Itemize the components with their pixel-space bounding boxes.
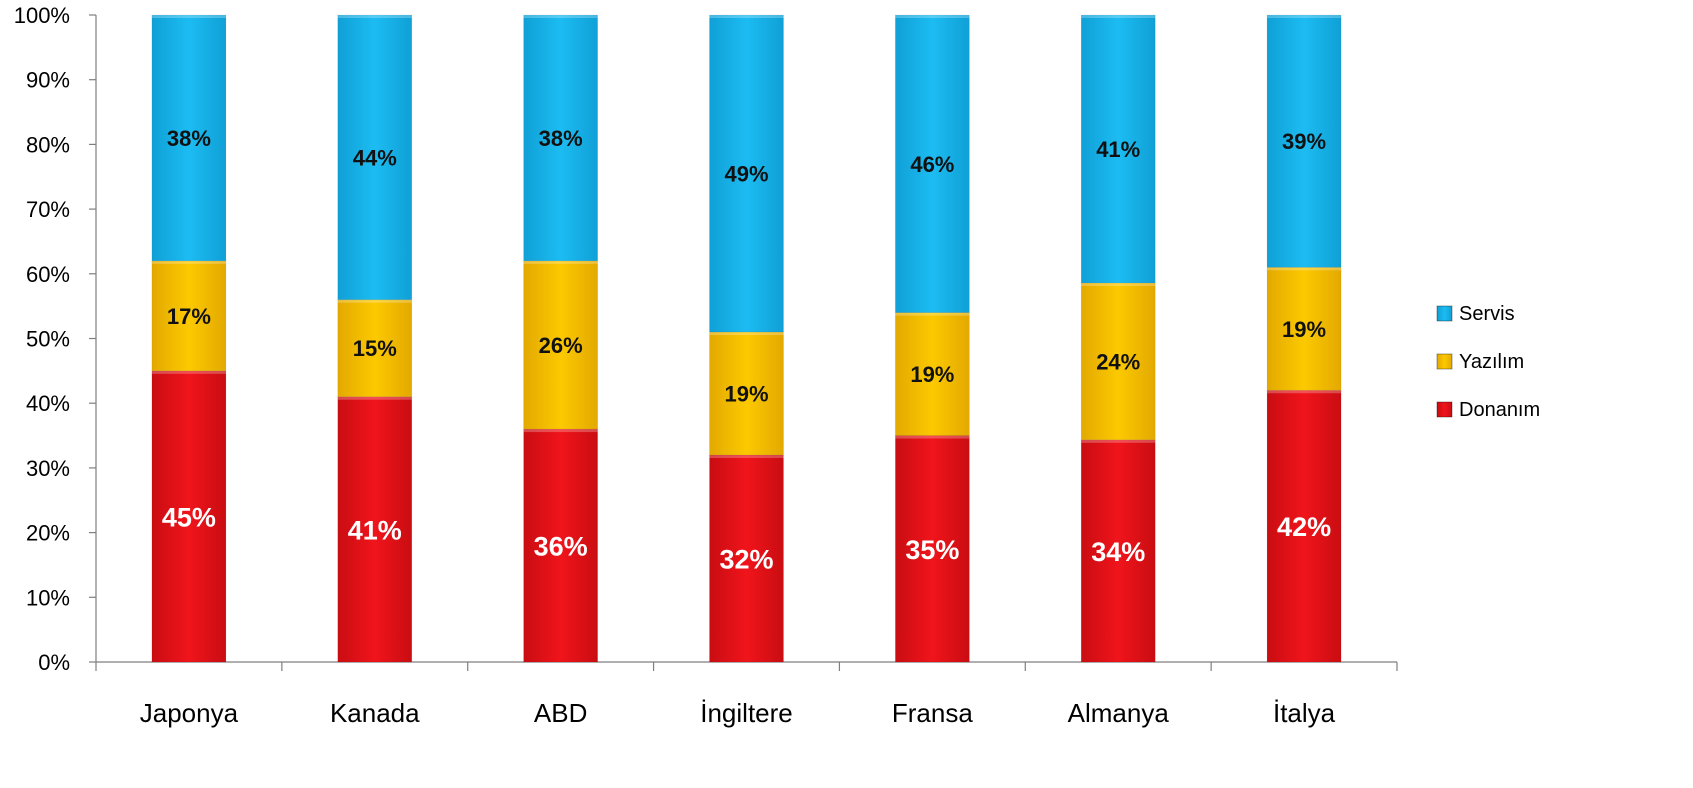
- bar-segment-highlight: [709, 332, 784, 336]
- bar-segment-yaz-l-m-6: [1266, 266, 1342, 391]
- y-tick-label: 30%: [26, 456, 70, 481]
- y-tick-label: 50%: [26, 327, 70, 352]
- data-label: 32%: [719, 544, 773, 574]
- bar-segment-highlight: [895, 435, 970, 439]
- bar-segment-highlight: [337, 299, 412, 303]
- bar-segment-servis-4: [894, 14, 970, 314]
- data-label: 19%: [724, 381, 768, 406]
- x-tick-label: ABD: [534, 698, 587, 728]
- bar-segment-donan-m-4: [894, 435, 970, 663]
- data-label: 39%: [1282, 129, 1326, 154]
- bar-segment-donan-m-2: [523, 428, 599, 663]
- data-label: 34%: [1091, 537, 1145, 567]
- bar-segment-donan-m-1: [337, 396, 413, 663]
- data-label: 41%: [348, 515, 402, 545]
- bar-segment-servis-6: [1266, 14, 1342, 268]
- data-label: 46%: [910, 152, 954, 177]
- data-label: 36%: [534, 532, 588, 562]
- data-label: 35%: [905, 535, 959, 565]
- data-label: 24%: [1096, 349, 1140, 374]
- data-labels: 45% 17% 38% 41% 15% 44% 36% 26% 38% 32% 19% 49% 35% 1…: [162, 126, 1331, 575]
- bar-segment-highlight: [1267, 15, 1342, 18]
- data-label: 38%: [539, 126, 583, 151]
- legend-swatch: [1436, 353, 1453, 370]
- bar-segment-highlight: [1267, 267, 1342, 271]
- bar-segment-highlight: [151, 260, 226, 264]
- bar-segment-highlight: [337, 15, 412, 18]
- bar-segment-yaz-l-m-3: [709, 331, 784, 456]
- bar-segment-highlight: [709, 15, 784, 18]
- bar-segment-highlight: [151, 370, 226, 374]
- data-label: 42%: [1277, 512, 1331, 542]
- bar-segment-highlight: [1081, 439, 1156, 443]
- bar-segment-yaz-l-m-1: [337, 299, 413, 398]
- bar-segment-servis-5: [1080, 14, 1156, 284]
- bar-segment-yaz-l-m-4: [894, 312, 970, 436]
- y-tick-label: 80%: [26, 132, 70, 157]
- x-tick-label: İtalya: [1273, 698, 1336, 728]
- bar-segment-highlight: [523, 15, 598, 18]
- y-tick-label: 20%: [26, 521, 70, 546]
- bar-segment-highlight: [1081, 15, 1156, 18]
- bar-segment-donan-m-3: [709, 454, 784, 663]
- legend-label: Donanım: [1459, 399, 1540, 421]
- legend-label: Servis: [1459, 303, 1515, 325]
- bar-segment-highlight: [337, 396, 412, 400]
- bar-segment-donan-m-5: [1080, 439, 1156, 663]
- y-tick-label: 100%: [14, 3, 70, 28]
- legend-label: Yazılım: [1459, 351, 1524, 373]
- data-label: 44%: [353, 145, 397, 170]
- bar-segment-highlight: [523, 260, 598, 264]
- x-tick-label: İngiltere: [700, 698, 793, 728]
- data-label: 15%: [353, 336, 397, 361]
- bar-segment-yaz-l-m-2: [523, 260, 599, 430]
- bars: [151, 14, 1342, 663]
- x-tick-label: Kanada: [330, 698, 420, 728]
- bar-segment-donan-m-6: [1266, 389, 1342, 663]
- bar-segment-highlight: [151, 15, 226, 18]
- bar-segment-highlight: [523, 429, 598, 433]
- data-label: 19%: [1282, 317, 1326, 342]
- legend-swatch: [1436, 401, 1453, 418]
- y-tick-label: 10%: [26, 585, 70, 610]
- bar-segment-servis-0: [151, 14, 227, 262]
- y-tick-label: 0%: [38, 650, 70, 675]
- y-tick-label: 40%: [26, 391, 70, 416]
- bar-segment-donan-m-0: [151, 370, 227, 663]
- data-label: 26%: [539, 333, 583, 358]
- x-tick-label: Japonya: [140, 698, 239, 728]
- legend-swatch: [1436, 305, 1453, 322]
- x-tick-label: Almanya: [1068, 698, 1170, 728]
- bar-segment-highlight: [895, 312, 970, 316]
- bar-segment-servis-1: [337, 14, 413, 301]
- y-tick-label: 70%: [26, 197, 70, 222]
- data-label: 45%: [162, 502, 216, 532]
- bar-segment-highlight: [1081, 282, 1156, 286]
- data-label: 19%: [910, 362, 954, 387]
- bar-segment-servis-2: [523, 14, 599, 262]
- y-tick-label: 90%: [26, 68, 70, 93]
- bar-segment-yaz-l-m-5: [1080, 282, 1156, 441]
- bar-segment-highlight: [709, 454, 784, 458]
- data-label: 41%: [1096, 137, 1140, 162]
- bar-segment-highlight: [1267, 390, 1342, 394]
- data-label: 49%: [724, 162, 768, 187]
- legend: Servis Yazılım Donanım: [1436, 303, 1540, 421]
- bar-segment-highlight: [895, 15, 970, 18]
- bar-segment-servis-3: [709, 14, 784, 333]
- data-label: 17%: [167, 304, 211, 329]
- x-tick-label: Fransa: [892, 698, 973, 728]
- data-label: 38%: [167, 126, 211, 151]
- axes: 0% 10% 20% 30% 40% 50% 60% 70% 80% 90% 100% Japonya…: [14, 3, 1398, 728]
- y-tick-label: 60%: [26, 262, 70, 287]
